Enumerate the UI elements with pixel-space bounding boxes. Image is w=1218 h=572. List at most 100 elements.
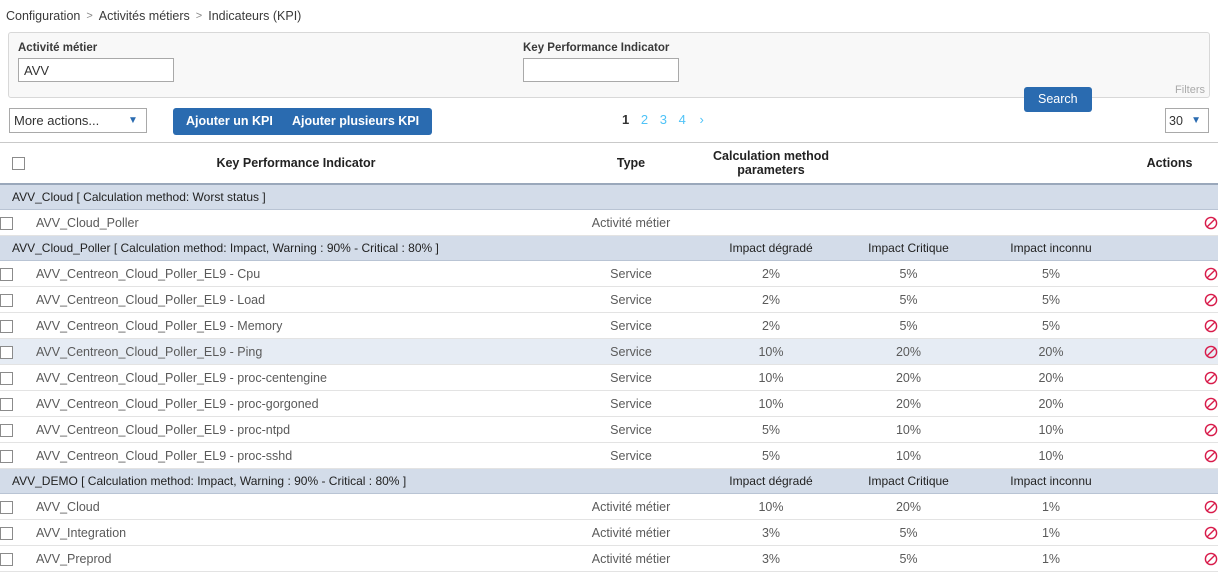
kpi-type-cell: Service <box>556 390 706 417</box>
delete-icon[interactable] <box>1204 500 1218 514</box>
table-row[interactable]: AVV_Centreon_Cloud_Poller_EL9 - proc-ssh… <box>0 442 1218 469</box>
row-checkbox[interactable] <box>0 267 13 281</box>
kpi-name-cell[interactable]: AVV_Centreon_Cloud_Poller_EL9 - proc-ntp… <box>36 416 556 443</box>
breadcrumb-separator-icon: > <box>86 10 93 22</box>
breadcrumb-item-activites-metiers[interactable]: Activités métiers <box>98 9 190 23</box>
kpi-name-cell[interactable]: AVV_Preprod <box>36 545 556 572</box>
kpi-impact-3-cell: 1% <box>981 493 1121 520</box>
kpi-impact-1-cell: 5% <box>706 442 836 469</box>
table-row[interactable]: AVV_Centreon_Cloud_Poller_EL9 - Ping Serv… <box>0 338 1218 365</box>
delete-icon[interactable] <box>1204 319 1218 333</box>
row-actions-cell <box>1121 390 1218 417</box>
group-header-row: AVV_Cloud [ Calculation method: Worst st… <box>0 183 1218 210</box>
kpi-impact-2-cell: 20% <box>836 338 981 365</box>
kpi-name-cell[interactable]: AVV_Centreon_Cloud_Poller_EL9 - Ping <box>36 338 556 365</box>
row-checkbox[interactable] <box>0 397 13 411</box>
delete-icon[interactable] <box>1204 345 1218 359</box>
activity-field-group: Activité métier <box>18 42 174 82</box>
table-row[interactable]: AVV_Centreon_Cloud_Poller_EL9 - proc-gor… <box>0 390 1218 417</box>
kpi-name-cell[interactable]: AVV_Centreon_Cloud_Poller_EL9 - proc-cen… <box>36 364 556 391</box>
delete-icon[interactable] <box>1204 267 1218 281</box>
row-checkbox[interactable] <box>0 345 13 359</box>
add-kpi-button[interactable]: Ajouter un KPI <box>173 108 286 135</box>
row-checkbox[interactable] <box>0 371 13 385</box>
pagination-page-3[interactable]: 3 <box>659 112 667 127</box>
row-checkbox[interactable] <box>0 526 13 540</box>
kpi-type-cell: Service <box>556 286 706 313</box>
table-row[interactable]: AVV_Centreon_Cloud_Poller_EL9 - Load Serv… <box>0 286 1218 313</box>
breadcrumb-item-configuration[interactable]: Configuration <box>6 9 81 23</box>
row-checkbox-cell <box>0 209 36 236</box>
row-actions-cell <box>1121 519 1218 546</box>
page-size-select[interactable]: 30 <box>1165 108 1209 133</box>
table-row[interactable]: AVV_Preprod Activité métier 3% 5% 1% <box>0 545 1218 572</box>
row-checkbox[interactable] <box>0 319 13 333</box>
delete-icon[interactable] <box>1204 526 1218 540</box>
kpi-name-cell[interactable]: AVV_Centreon_Cloud_Poller_EL9 - Cpu <box>36 260 556 287</box>
column-header-calc-spacer-3 <box>981 142 1121 185</box>
kpi-name-cell[interactable]: AVV_Centreon_Cloud_Poller_EL9 - Load <box>36 286 556 313</box>
row-checkbox[interactable] <box>0 449 13 463</box>
kpi-type-cell: Activité métier <box>556 519 706 546</box>
table-row[interactable]: AVV_Integration Activité métier 3% 5% 1% <box>0 519 1218 546</box>
delete-icon[interactable] <box>1204 449 1218 463</box>
row-checkbox-cell <box>0 260 36 287</box>
pagination-page-1[interactable]: 1 <box>622 112 630 127</box>
group-header-title: AVV_Cloud_Poller [ Calculation method: I… <box>0 235 706 261</box>
kpi-type-cell: Service <box>556 442 706 469</box>
kpi-field-group: Key Performance Indicator <box>523 42 679 82</box>
search-button[interactable]: Search <box>1024 87 1092 112</box>
row-checkbox[interactable] <box>0 293 13 307</box>
table-row[interactable]: AVV_Cloud_Poller Activité métier <box>0 209 1218 236</box>
kpi-impact-1-cell <box>706 209 836 236</box>
table-row[interactable]: AVV_Cloud Activité métier 10% 20% 1% <box>0 493 1218 520</box>
kpi-impact-1-cell: 2% <box>706 286 836 313</box>
kpi-name-cell[interactable]: AVV_Centreon_Cloud_Poller_EL9 - proc-gor… <box>36 390 556 417</box>
pagination-next-icon[interactable]: › <box>699 112 704 127</box>
column-header-kpi[interactable]: Key Performance Indicator <box>36 142 556 185</box>
row-checkbox[interactable] <box>0 552 13 566</box>
delete-icon[interactable] <box>1204 216 1218 230</box>
kpi-impact-2-cell: 20% <box>836 493 981 520</box>
table-row[interactable]: AVV_Centreon_Cloud_Poller_EL9 - Memory Se… <box>0 312 1218 339</box>
more-actions-select[interactable]: More actions... <box>9 108 147 133</box>
delete-icon[interactable] <box>1204 423 1218 437</box>
kpi-name-cell[interactable]: AVV_Cloud_Poller <box>36 209 556 236</box>
activity-field-label: Activité métier <box>18 42 98 54</box>
column-header-calc-spacer-2 <box>836 142 981 185</box>
kpi-name-cell[interactable]: AVV_Integration <box>36 519 556 546</box>
breadcrumb-item-indicateurs-kpi[interactable]: Indicateurs (KPI) <box>208 9 302 23</box>
pagination-page-4[interactable]: 4 <box>678 112 686 127</box>
table-row[interactable]: AVV_Centreon_Cloud_Poller_EL9 - proc-cen… <box>0 364 1218 391</box>
table-row[interactable]: AVV_Centreon_Cloud_Poller_EL9 - proc-ntp… <box>0 416 1218 443</box>
row-checkbox[interactable] <box>0 423 13 437</box>
delete-icon[interactable] <box>1204 293 1218 307</box>
kpi-name-cell[interactable]: AVV_Centreon_Cloud_Poller_EL9 - Memory <box>36 312 556 339</box>
kpi-table: Key Performance Indicator Type Calculati… <box>0 142 1218 572</box>
pagination-page-2[interactable]: 2 <box>640 112 649 127</box>
delete-icon[interactable] <box>1204 552 1218 566</box>
row-checkbox[interactable] <box>0 216 13 230</box>
table-row[interactable]: AVV_Centreon_Cloud_Poller_EL9 - Cpu Servi… <box>0 260 1218 287</box>
row-checkbox[interactable] <box>0 500 13 514</box>
row-checkbox-cell <box>0 442 36 469</box>
group-header-actions-spacer <box>1121 468 1218 494</box>
column-header-type[interactable]: Type <box>556 142 706 185</box>
kpi-name-cell[interactable]: AVV_Centreon_Cloud_Poller_EL9 - proc-ssh… <box>36 442 556 469</box>
group-impact-column-header: Impact Critique <box>836 468 981 494</box>
group-impact-column-header: Impact Critique <box>836 235 981 261</box>
toolbar: More actions... ▼ Ajouter un KPI Ajouter… <box>8 98 1210 142</box>
delete-icon[interactable] <box>1204 397 1218 411</box>
activity-input[interactable] <box>18 58 174 82</box>
kpi-input[interactable] <box>523 58 679 82</box>
delete-icon[interactable] <box>1204 371 1218 385</box>
kpi-impact-3-cell: 20% <box>981 338 1121 365</box>
kpi-name-cell[interactable]: AVV_Cloud <box>36 493 556 520</box>
row-actions-cell <box>1121 260 1218 287</box>
select-all-checkbox[interactable] <box>11 157 25 171</box>
table-header-row: Key Performance Indicator Type Calculati… <box>0 142 1218 185</box>
kpi-impact-1-cell: 10% <box>706 493 836 520</box>
row-checkbox-cell <box>0 545 36 572</box>
add-multiple-kpi-button[interactable]: Ajouter plusieurs KPI <box>279 108 433 135</box>
row-checkbox-cell <box>0 286 36 313</box>
